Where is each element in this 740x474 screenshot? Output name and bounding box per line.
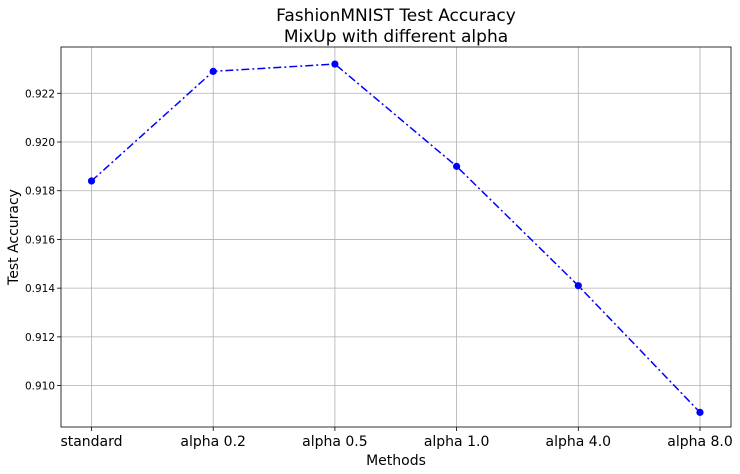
- data-point: [574, 282, 582, 290]
- series-accuracy: [87, 60, 704, 416]
- data-point: [696, 408, 704, 416]
- data-point: [453, 162, 461, 170]
- y-tick-label: 0.910: [25, 381, 55, 393]
- y-tick-label: 0.922: [25, 88, 55, 100]
- x-tick-label: alpha 0.5: [302, 434, 368, 450]
- data-point: [87, 177, 96, 185]
- y-tick-label: 0.914: [25, 283, 55, 295]
- y-tick-label: 0.918: [25, 186, 55, 198]
- data-point: [209, 67, 217, 75]
- x-tick-label: alpha 8.0: [667, 434, 733, 450]
- x-tick-label: alpha 1.0: [424, 434, 490, 450]
- series-line: [90, 63, 701, 413]
- y-axis-label: Test Accuracy: [6, 189, 22, 286]
- x-tick-label: standard: [60, 434, 122, 450]
- y-tick-label: 0.920: [25, 137, 55, 149]
- data-point: [331, 60, 339, 68]
- grid-lines: [61, 47, 731, 427]
- x-tick-label: alpha 4.0: [546, 434, 612, 450]
- y-tick-label: 0.912: [25, 332, 55, 344]
- chart-subtitle: MixUp with different alpha: [284, 27, 508, 47]
- x-axis-label: Methods: [366, 453, 426, 469]
- plot-area-frame: [60, 46, 732, 428]
- x-tick-label: alpha 0.2: [180, 434, 246, 450]
- axis-ticks: 0.910 0.912 0.914 0.916 0.918 0.920 0.922 stand…: [25, 88, 733, 450]
- y-tick-label: 0.916: [25, 234, 55, 246]
- chart-title: FashionMNIST Test Accuracy: [276, 6, 516, 26]
